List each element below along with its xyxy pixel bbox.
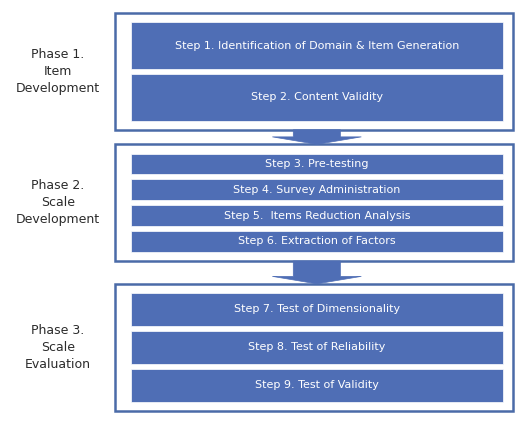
FancyBboxPatch shape xyxy=(131,331,503,364)
Text: Step 7. Test of Dimensionality: Step 7. Test of Dimensionality xyxy=(234,305,400,314)
FancyBboxPatch shape xyxy=(131,293,503,326)
FancyBboxPatch shape xyxy=(131,179,503,200)
Text: Phase 1.
Item
Development: Phase 1. Item Development xyxy=(16,48,100,95)
Polygon shape xyxy=(272,261,361,284)
FancyBboxPatch shape xyxy=(131,74,503,121)
FancyBboxPatch shape xyxy=(131,22,503,69)
FancyBboxPatch shape xyxy=(115,284,513,411)
Text: Step 8. Test of Reliability: Step 8. Test of Reliability xyxy=(248,342,386,352)
Text: Step 9. Test of Validity: Step 9. Test of Validity xyxy=(255,380,379,390)
FancyBboxPatch shape xyxy=(115,13,513,130)
FancyBboxPatch shape xyxy=(131,369,503,402)
Text: Phase 3.
Scale
Evaluation: Phase 3. Scale Evaluation xyxy=(25,324,91,371)
Text: Step 2. Content Validity: Step 2. Content Validity xyxy=(251,92,383,102)
Text: Step 5.  Items Reduction Analysis: Step 5. Items Reduction Analysis xyxy=(224,211,410,221)
FancyBboxPatch shape xyxy=(115,144,513,261)
Polygon shape xyxy=(272,130,361,144)
FancyBboxPatch shape xyxy=(131,231,503,252)
FancyBboxPatch shape xyxy=(131,205,503,226)
FancyBboxPatch shape xyxy=(131,154,503,174)
Text: Step 1. Identification of Domain & Item Generation: Step 1. Identification of Domain & Item … xyxy=(175,41,459,51)
Text: Phase 2.
Scale
Development: Phase 2. Scale Development xyxy=(16,179,100,226)
Text: Step 6. Extraction of Factors: Step 6. Extraction of Factors xyxy=(238,236,396,246)
Text: Step 4. Survey Administration: Step 4. Survey Administration xyxy=(233,185,400,195)
Text: Step 3. Pre-testing: Step 3. Pre-testing xyxy=(265,159,369,169)
